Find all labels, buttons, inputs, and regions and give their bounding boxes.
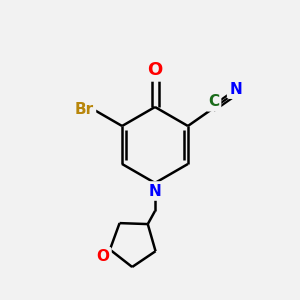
Text: C: C [208,94,219,109]
Text: O: O [96,249,110,264]
Text: N: N [148,184,161,199]
Text: O: O [147,61,163,79]
Text: Br: Br [75,101,94,116]
Text: N: N [229,82,242,97]
